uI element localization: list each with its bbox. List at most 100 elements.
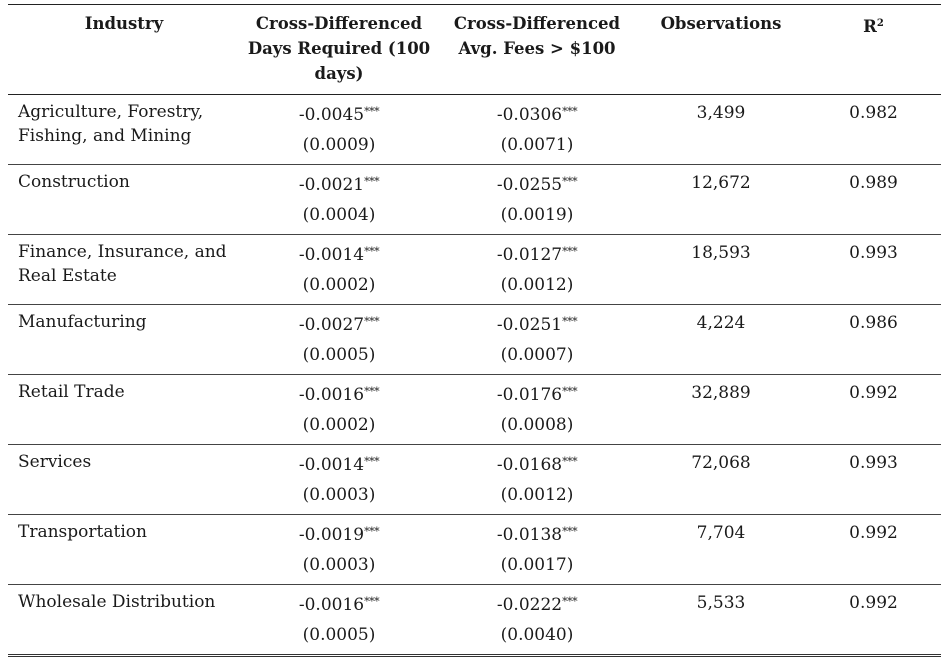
header-observations: Observations	[660, 14, 782, 33]
days-standard-error: (0.0004)	[302, 205, 376, 225]
r-squared-cell: 0.989	[806, 165, 941, 235]
days-coef-value: -0.0027	[298, 315, 365, 335]
r-squared-value: 0.993	[849, 243, 898, 263]
observations-cell: 5,533	[636, 585, 806, 656]
days-standard-error: (0.0002)	[302, 275, 376, 295]
fees-standard-error: (0.0040)	[500, 625, 574, 645]
header-r2-superscript: 2	[876, 18, 884, 29]
days-coefficient: -0.0016***	[250, 377, 428, 410]
r-squared-cell: 0.992	[806, 585, 941, 656]
fees-coefficient: -0.0251***	[448, 307, 626, 340]
days-required-cell: -0.0027*** (0.0005)	[240, 305, 438, 375]
header-row: Industry Cross-Differenced Days Required…	[8, 4, 941, 95]
days-required-cell: -0.0014*** (0.0003)	[240, 445, 438, 515]
r-squared-cell: 0.986	[806, 305, 941, 375]
days-standard-error: (0.0003)	[302, 485, 376, 505]
regression-table: Industry Cross-Differenced Days Required…	[8, 4, 941, 657]
fees-coef-value: -0.0251	[496, 315, 563, 335]
fees-coef-value: -0.0127	[496, 245, 563, 265]
fees-significance-stars: ***	[562, 245, 578, 258]
header-industry: Industry	[84, 14, 164, 33]
industry-cell: Services	[18, 452, 92, 472]
fees-coef-value: -0.0168	[496, 455, 563, 475]
fees-coef-value: -0.0176	[496, 385, 563, 405]
days-coef-value: -0.0016	[298, 595, 365, 615]
days-required-cell: -0.0016*** (0.0005)	[240, 585, 438, 656]
r-squared-cell: 0.992	[806, 515, 941, 585]
fees-standard-error: (0.0012)	[500, 485, 574, 505]
days-coefficient: -0.0014***	[250, 237, 428, 270]
r-squared-value: 0.986	[849, 313, 898, 333]
r-squared-cell: 0.982	[806, 95, 941, 165]
avg-fees-cell: -0.0168*** (0.0012)	[438, 445, 636, 515]
fees-significance-stars: ***	[562, 315, 578, 328]
fees-coef-value: -0.0138	[496, 525, 563, 545]
table-body: Agriculture, Forestry, Fishing, and Mini…	[8, 95, 941, 656]
days-significance-stars: ***	[364, 455, 380, 468]
table-row: Finance, Insurance, and Real Estate -0.00…	[8, 235, 941, 305]
days-coef-value: -0.0019	[298, 525, 365, 545]
header-r2-base: R	[863, 17, 877, 36]
fees-coefficient: -0.0222***	[448, 587, 626, 620]
observations-value: 18,593	[691, 243, 751, 263]
avg-fees-cell: -0.0176*** (0.0008)	[438, 375, 636, 445]
table-row: Transportation -0.0019*** (0.0003) -0.0138*…	[8, 515, 941, 585]
days-significance-stars: ***	[364, 245, 380, 258]
header-days-required: Cross-Differenced Days Required (100 day…	[240, 5, 438, 95]
observations-value: 4,224	[696, 313, 746, 333]
table-header: Industry Cross-Differenced Days Required…	[8, 4, 941, 95]
regression-table-container: Industry Cross-Differenced Days Required…	[8, 4, 941, 657]
industry-cell: Construction	[18, 172, 130, 192]
fees-coef-value: -0.0255	[496, 175, 563, 195]
table-row: Wholesale Distribution -0.0016*** (0.0005)…	[8, 585, 941, 656]
observations-cell: 3,499	[636, 95, 806, 165]
days-significance-stars: ***	[364, 315, 380, 328]
observations-value: 5,533	[696, 593, 746, 613]
days-significance-stars: ***	[364, 595, 380, 608]
fees-coef-value: -0.0222	[496, 595, 563, 615]
fees-standard-error: (0.0019)	[500, 205, 574, 225]
days-standard-error: (0.0002)	[302, 415, 376, 435]
header-days-line2: Days Required (100 days)	[247, 39, 431, 83]
days-significance-stars: ***	[364, 175, 380, 188]
industry-cell: Finance, Insurance, and Real Estate	[18, 242, 227, 286]
observations-value: 7,704	[696, 523, 746, 543]
observations-cell: 4,224	[636, 305, 806, 375]
fees-coefficient: -0.0127***	[448, 237, 626, 270]
days-standard-error: (0.0005)	[302, 625, 376, 645]
fees-significance-stars: ***	[562, 385, 578, 398]
fees-significance-stars: ***	[562, 455, 578, 468]
days-required-cell: -0.0014*** (0.0002)	[240, 235, 438, 305]
avg-fees-cell: -0.0127*** (0.0012)	[438, 235, 636, 305]
industry-cell: Agriculture, Forestry, Fishing, and Mini…	[18, 102, 204, 146]
observations-cell: 12,672	[636, 165, 806, 235]
header-r-squared: R2	[806, 5, 941, 95]
fees-standard-error: (0.0017)	[500, 555, 574, 575]
industry-cell: Wholesale Distribution	[18, 592, 216, 612]
days-required-cell: -0.0019*** (0.0003)	[240, 515, 438, 585]
r-squared-value: 0.993	[849, 453, 898, 473]
days-required-cell: -0.0016*** (0.0002)	[240, 375, 438, 445]
observations-cell: 72,068	[636, 445, 806, 515]
days-standard-error: (0.0003)	[302, 555, 376, 575]
fees-coef-value: -0.0306	[496, 105, 563, 125]
fees-standard-error: (0.0008)	[500, 415, 574, 435]
avg-fees-cell: -0.0138*** (0.0017)	[438, 515, 636, 585]
fees-significance-stars: ***	[562, 105, 578, 118]
days-coef-value: -0.0016	[298, 385, 365, 405]
fees-standard-error: (0.0007)	[500, 345, 574, 365]
r-squared-value: 0.992	[849, 523, 898, 543]
fees-standard-error: (0.0012)	[500, 275, 574, 295]
days-significance-stars: ***	[364, 105, 380, 118]
days-coefficient: -0.0016***	[250, 587, 428, 620]
r-squared-value: 0.989	[849, 173, 898, 193]
table-row: Retail Trade -0.0016*** (0.0002) -0.0176***…	[8, 375, 941, 445]
days-significance-stars: ***	[364, 525, 380, 538]
table-row: Agriculture, Forestry, Fishing, and Mini…	[8, 95, 941, 165]
observations-value: 12,672	[691, 173, 751, 193]
days-significance-stars: ***	[364, 385, 380, 398]
header-fees-line1: Cross-Differenced	[453, 14, 621, 33]
fees-significance-stars: ***	[562, 175, 578, 188]
observations-cell: 32,889	[636, 375, 806, 445]
fees-significance-stars: ***	[562, 595, 578, 608]
